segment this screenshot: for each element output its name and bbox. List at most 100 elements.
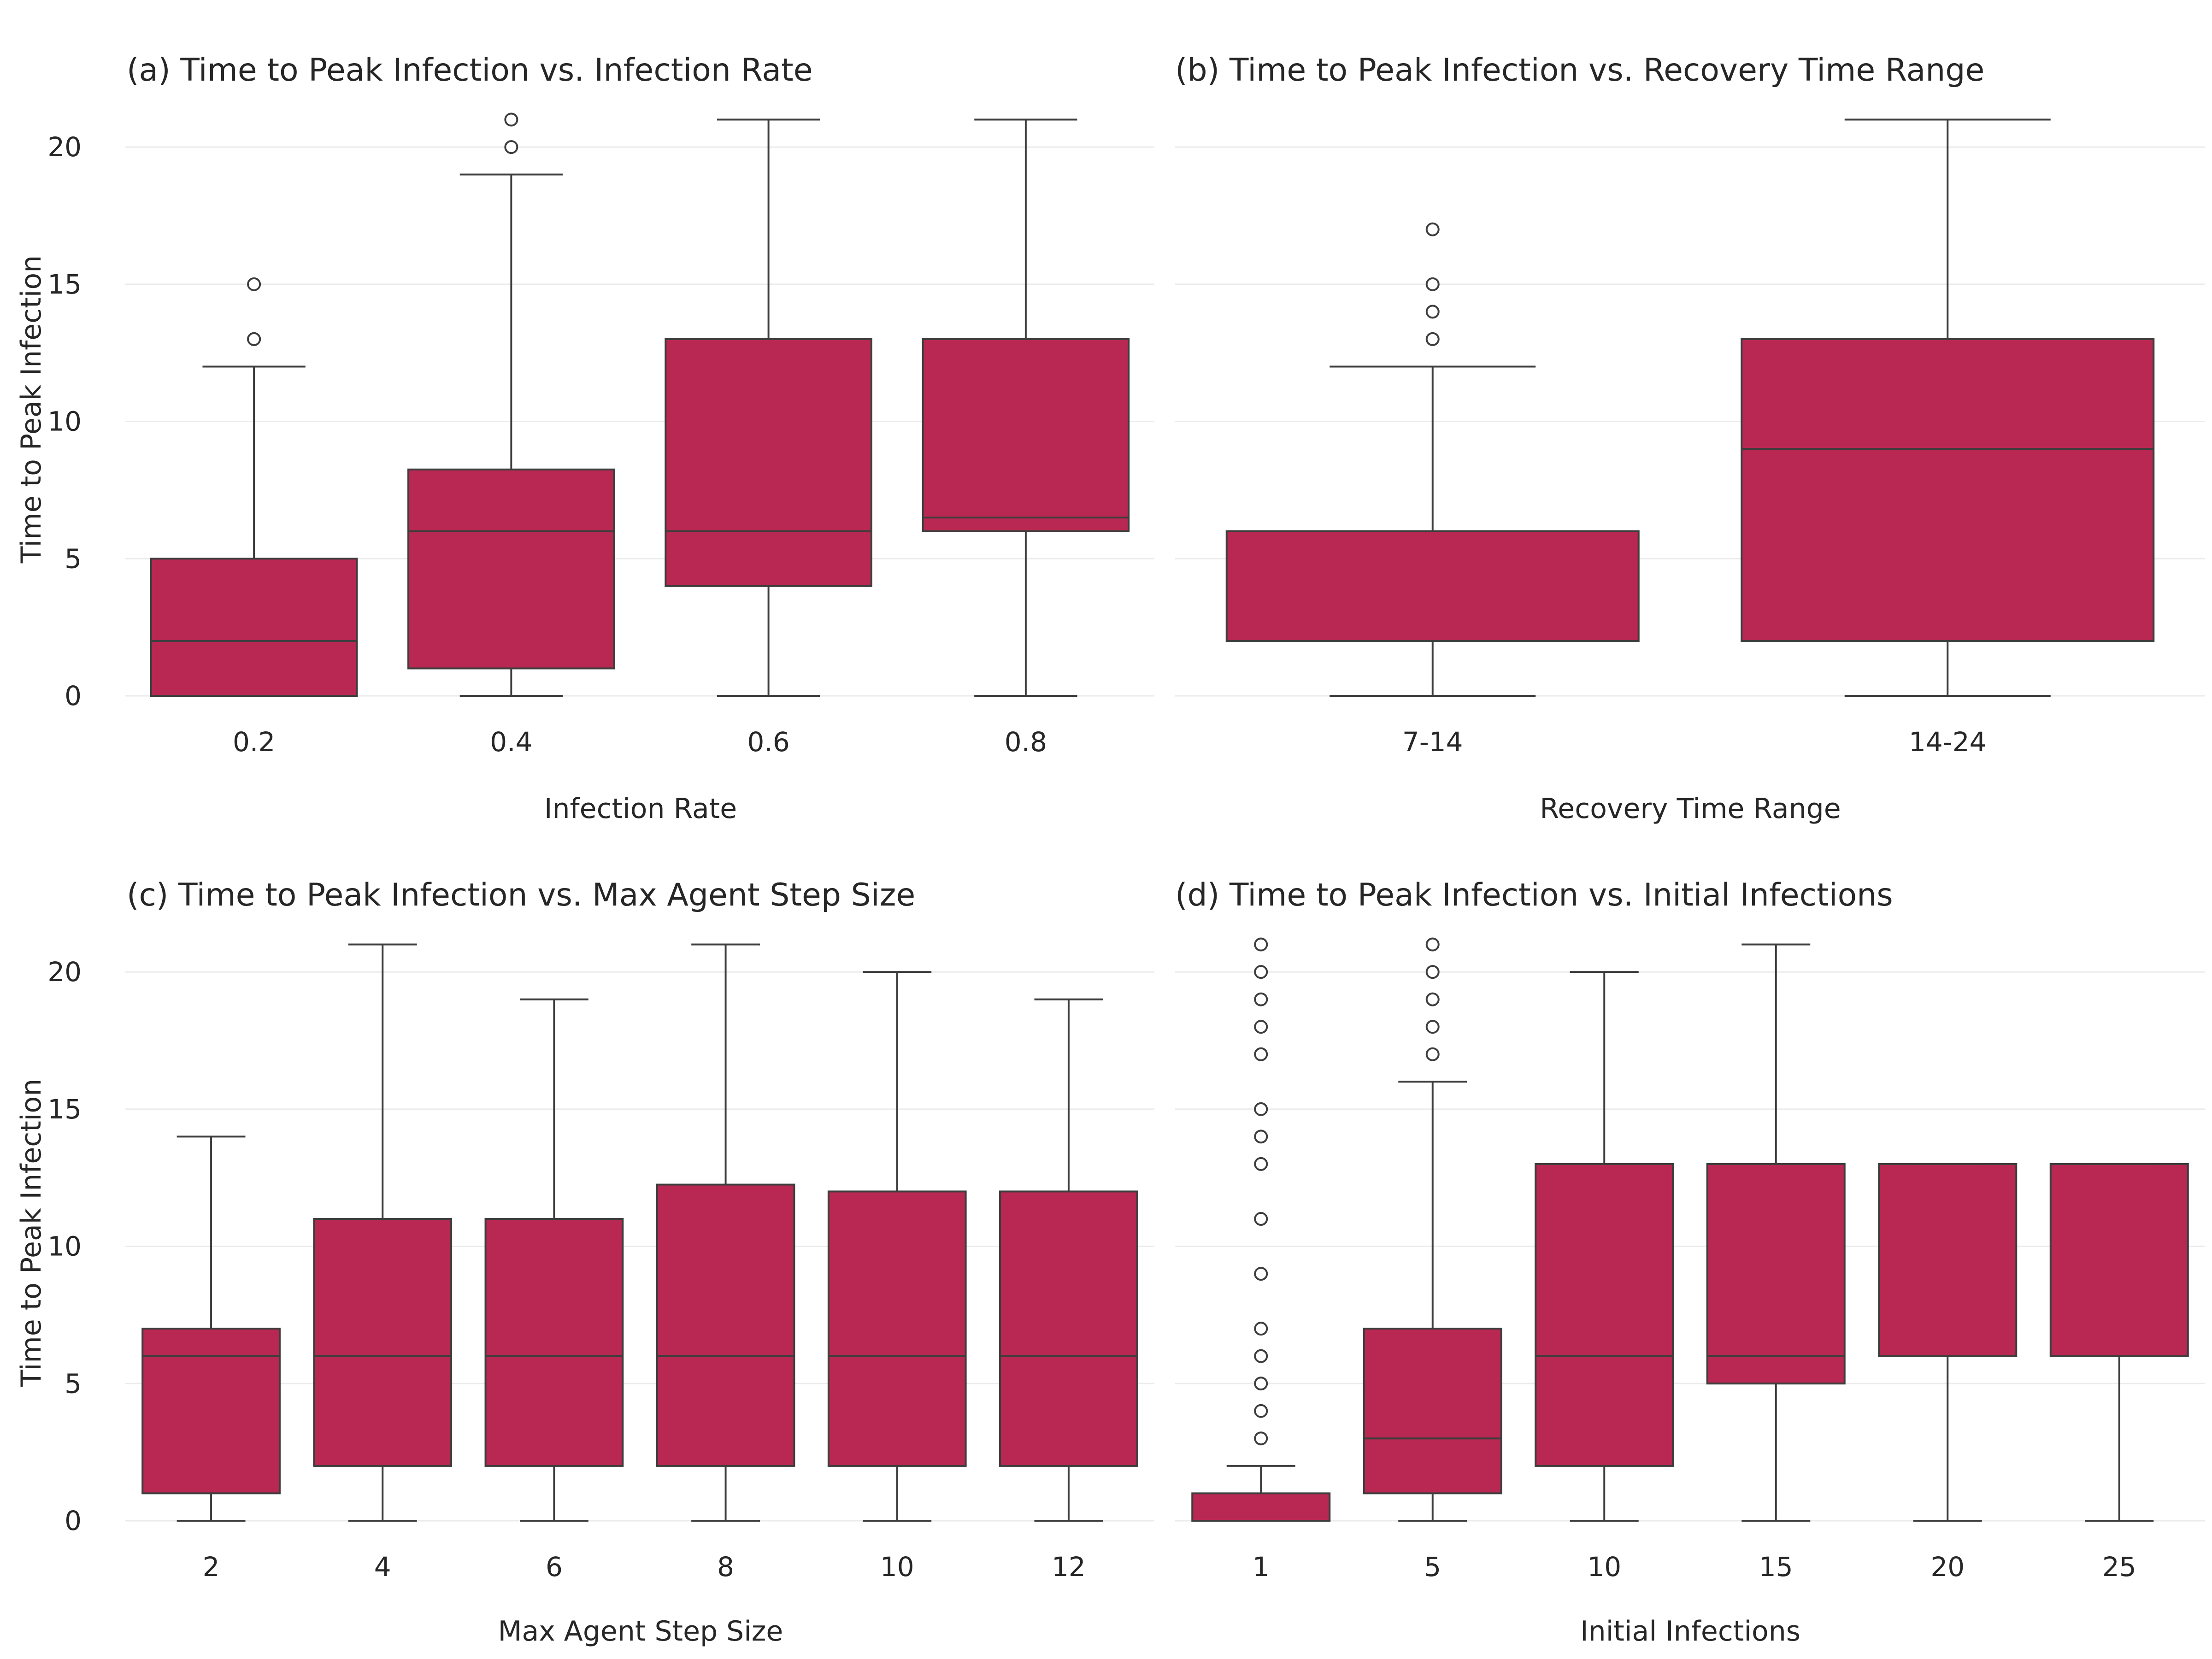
iqr-box	[150, 558, 358, 697]
outlier-point	[1254, 1102, 1268, 1116]
panel-d-boxes	[1191, 937, 2189, 1522]
panel-a-x-tick-label: 0.8	[1005, 726, 1047, 758]
panel-c-box-6	[484, 998, 624, 1522]
panel-d-title: (d) Time to Peak Infection vs. Initial I…	[1175, 877, 1893, 913]
panel-b-x-tick-label: 7-14	[1402, 726, 1463, 758]
panel-d-x-tick-label: 15	[1759, 1551, 1793, 1583]
outlier-point	[1425, 277, 1440, 291]
outlier-point	[504, 140, 518, 154]
outlier-point	[1425, 937, 1440, 952]
panel-d-box-15	[1706, 943, 1846, 1522]
panel-a-y-ticks: 0 5 10 15 20	[47, 131, 82, 712]
panel-d-box-1	[1191, 937, 1331, 1522]
iqr-box	[2049, 1163, 2189, 1357]
panel-d-box-20	[1878, 1163, 2018, 1522]
panel-a-y-tick-label: 20	[47, 131, 82, 163]
panel-b-title: (b) Time to Peak Infection vs. Recovery …	[1175, 52, 1984, 88]
panel-a-y-tick-label: 5	[65, 543, 82, 574]
panel-b-boxes	[1225, 118, 2155, 697]
outlier-point	[1254, 1157, 1268, 1171]
panel-c-y-tick-label: 0	[65, 1505, 82, 1536]
outlier-point	[247, 277, 261, 291]
iqr-box	[1225, 530, 1640, 642]
panel-d-x-tick-label: 25	[2102, 1551, 2136, 1583]
panel-a-box-0.2	[150, 277, 358, 697]
iqr-box	[1706, 1163, 1846, 1385]
outlier-point	[1425, 305, 1440, 319]
panel-c: 0 5 10 15 20 2 4 6 8 10 12 (c) Time to Peak Infec…	[15, 877, 1154, 1647]
panel-c-y-axis-label: Time to Peak Infection	[15, 1079, 47, 1387]
panel-c-boxes	[141, 943, 1138, 1522]
iqr-box	[827, 1190, 967, 1467]
panel-c-grid	[125, 971, 1154, 1522]
iqr-box	[407, 468, 615, 670]
panel-c-y-tick-label: 10	[47, 1231, 82, 1262]
panel-d-grid	[1175, 971, 2205, 1522]
outlier-point	[247, 332, 261, 346]
panel-c-box-2	[141, 1135, 281, 1522]
panel-b-box-14-24	[1741, 118, 2155, 697]
panel-c-box-4	[313, 943, 453, 1522]
panel-a-x-tick-label: 0.2	[233, 726, 275, 758]
iqr-box	[656, 1183, 795, 1467]
panel-a-boxes	[150, 112, 1130, 697]
panel-d-box-25	[2049, 1163, 2189, 1522]
panel-d-x-axis-label: Initial Infections	[1580, 1615, 1800, 1647]
panel-c-y-tick-label: 5	[65, 1368, 82, 1399]
panel-d-x-tick-label: 20	[1930, 1551, 1965, 1583]
panel-d-box-10	[1535, 971, 1674, 1522]
panel-b-x-tick-label: 14-24	[1909, 726, 1987, 758]
iqr-box	[313, 1218, 453, 1467]
panel-d: 1 5 10 15 20 25 (d) Time to Peak Infection vs…	[1175, 877, 2205, 1647]
panel-a-y-tick-label: 0	[65, 680, 82, 712]
iqr-box	[1535, 1163, 1674, 1467]
outlier-point	[1254, 1047, 1268, 1061]
panel-a: 0 5 10 15 20 0.2 0.4 0.6 0.8 (a) Time to Peak I…	[15, 52, 1154, 825]
outlier-point	[1425, 222, 1440, 236]
panel-a-x-tick-label: 0.4	[490, 726, 532, 758]
outlier-point	[1254, 1212, 1268, 1226]
iqr-box	[922, 338, 1130, 532]
panel-d-x-tick-label: 5	[1424, 1551, 1441, 1583]
panel-a-x-tick-label: 0.6	[747, 726, 790, 758]
panel-b-x-axis-label: Recovery Time Range	[1540, 793, 1841, 825]
outlier-point	[1425, 965, 1440, 979]
panel-a-y-axis-label: Time to Peak Infection	[15, 255, 47, 564]
panel-a-title: (a) Time to Peak Infection vs. Infection…	[127, 52, 813, 88]
panel-c-title: (c) Time to Peak Infection vs. Max Agent…	[127, 877, 915, 913]
panel-c-box-8	[656, 943, 795, 1522]
panel-c-x-tick-label: 2	[203, 1551, 220, 1583]
outlier-point	[1254, 1349, 1268, 1363]
outlier-point	[1254, 1267, 1268, 1281]
panel-a-y-tick-label: 15	[47, 269, 82, 300]
panel-c-y-ticks: 0 5 10 15 20	[47, 956, 82, 1536]
iqr-box	[1878, 1163, 2018, 1357]
panel-a-box-0.8	[922, 118, 1130, 697]
outlier-point	[1425, 332, 1440, 346]
panel-c-x-tick-label: 12	[1052, 1551, 1086, 1583]
panel-c-box-12	[999, 998, 1138, 1522]
panel-c-y-tick-label: 20	[47, 956, 82, 988]
outlier-point	[1254, 1404, 1268, 1418]
outlier-point	[1425, 992, 1440, 1006]
outlier-point	[1254, 965, 1268, 979]
iqr-box	[1741, 338, 2155, 642]
iqr-box	[999, 1190, 1138, 1467]
panel-d-x-tick-label: 10	[1587, 1551, 1621, 1583]
panel-c-box-10	[827, 971, 967, 1522]
panel-a-x-axis-label: Infection Rate	[544, 793, 737, 825]
panel-d-box-5	[1363, 937, 1502, 1522]
outlier-point	[504, 112, 518, 127]
panel-d-x-ticks: 1 5 10 15 20 25	[1253, 1551, 2136, 1583]
panel-c-x-tick-label: 4	[374, 1551, 391, 1583]
panel-b-x-ticks: 7-14 14-24	[1402, 726, 1987, 758]
iqr-box	[1191, 1492, 1331, 1522]
outlier-point	[1254, 1322, 1268, 1336]
panel-a-box-0.6	[665, 118, 872, 697]
panel-c-x-ticks: 2 4 6 8 10 12	[203, 1551, 1086, 1583]
iqr-box	[141, 1328, 281, 1494]
iqr-box	[665, 338, 872, 587]
outlier-point	[1254, 1130, 1268, 1144]
outlier-point	[1254, 937, 1268, 952]
